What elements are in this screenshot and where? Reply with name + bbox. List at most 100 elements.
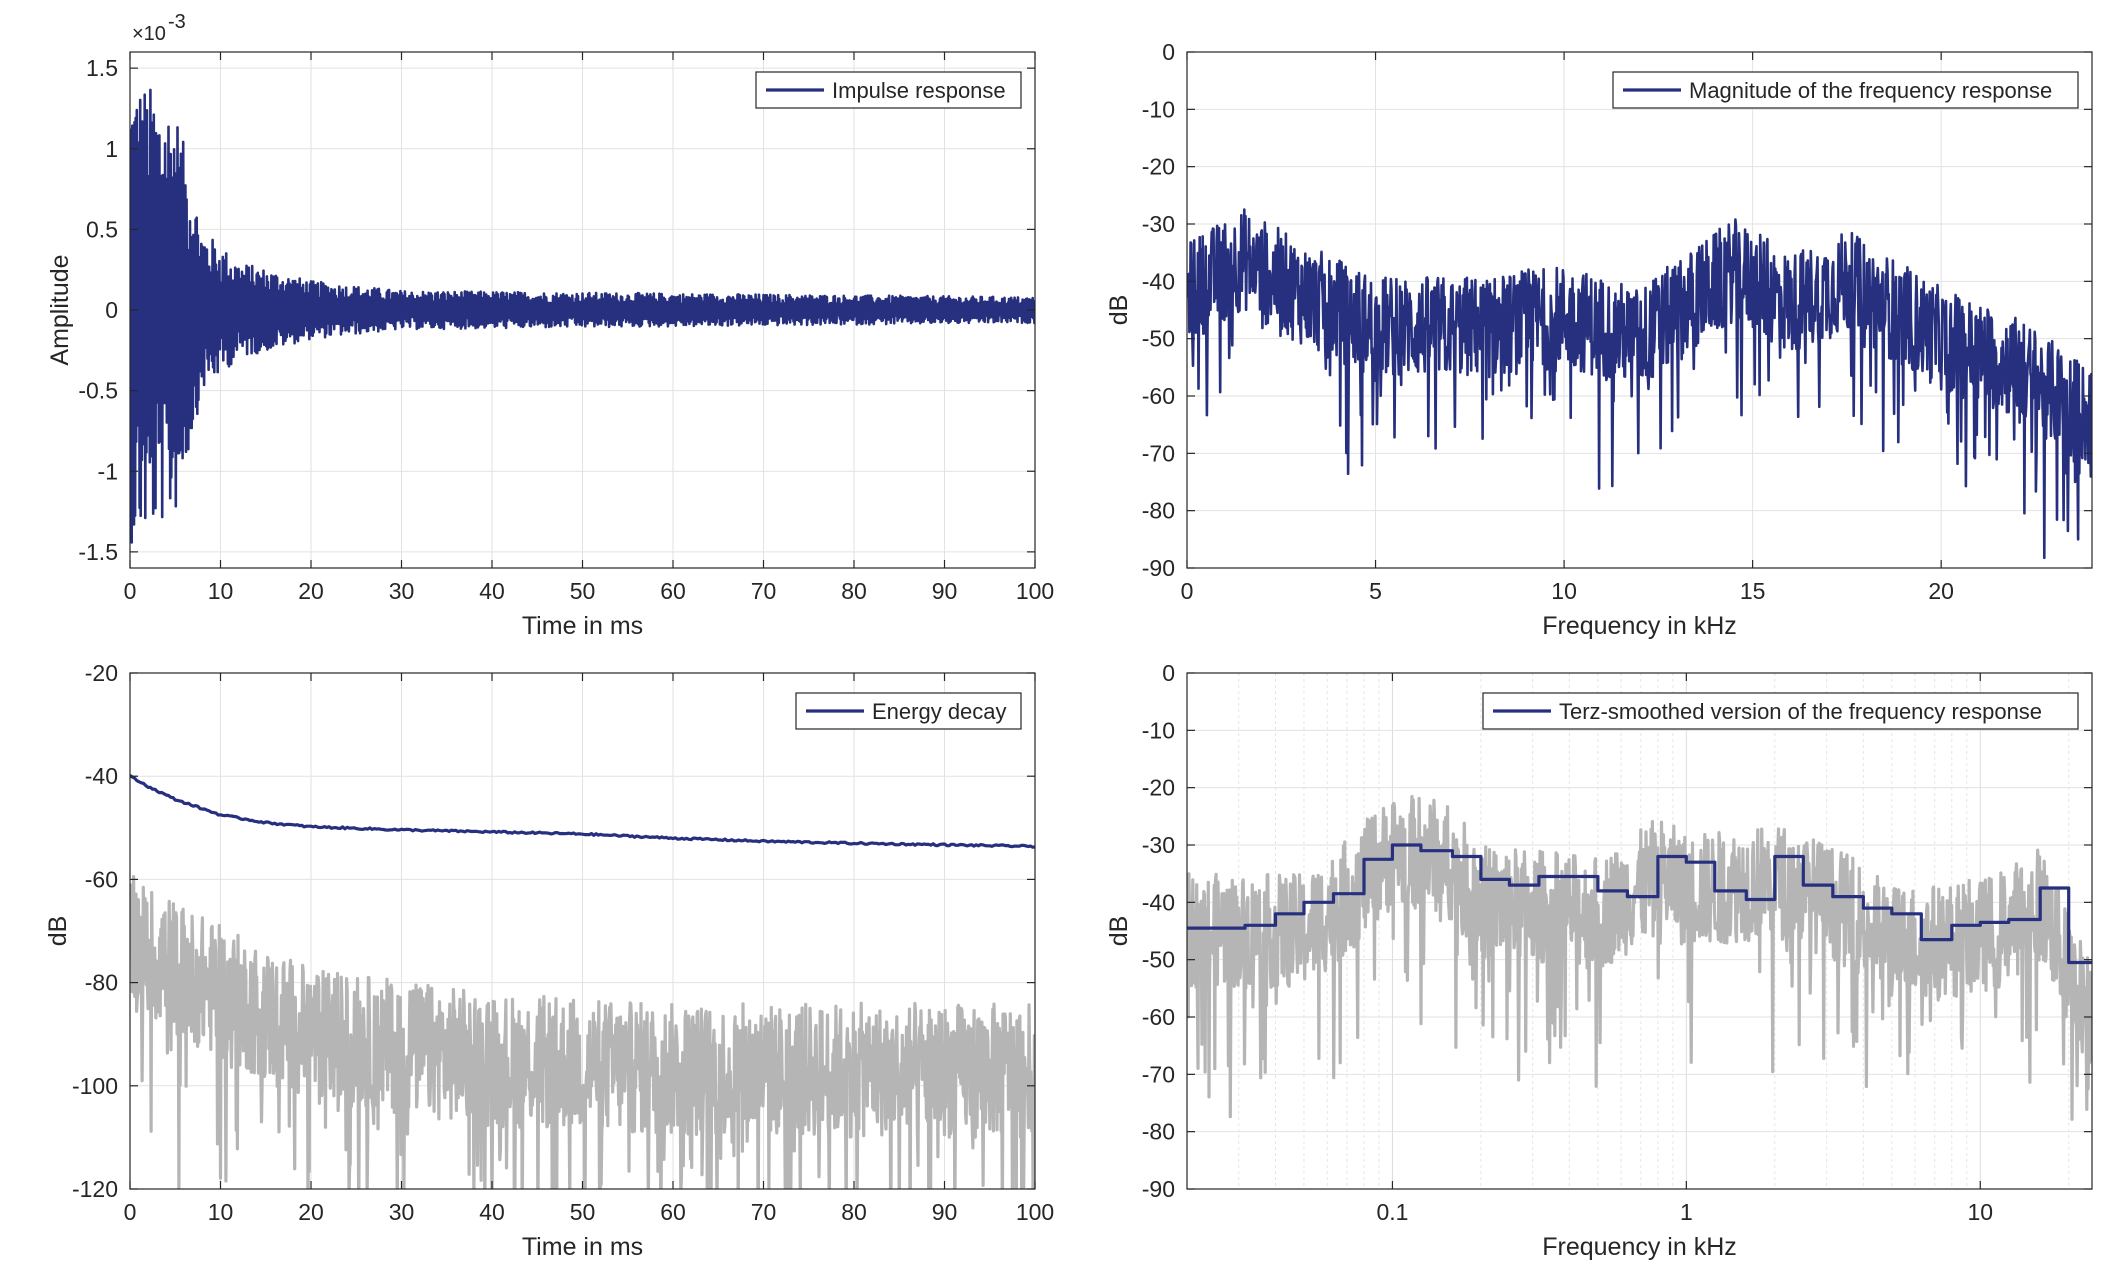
y-tick-label: -40 (1142, 268, 1175, 294)
series-line-impulse-response (130, 88, 1035, 544)
chart-magnitude: 0 5 10 15 20 0 -10 -20 -30 -40 -50 -60 -70 -80 -90 Freq… (1105, 39, 2093, 640)
y-tick-label: -1 (98, 458, 118, 484)
x-tick-label: 40 (479, 578, 505, 604)
y-tick-label: -20 (1142, 154, 1175, 180)
y-tick-label: 0 (105, 297, 118, 323)
x-tick-label: 50 (570, 578, 596, 604)
y-tick-label: -20 (1142, 775, 1175, 801)
x-axis-label: Time in ms (522, 1233, 643, 1261)
x-tick-label: 80 (841, 1199, 867, 1225)
x-tick-label: 20 (298, 578, 324, 604)
series-line-background (130, 875, 1035, 1189)
y-tick-label: -30 (1142, 832, 1175, 858)
y-tick-label: -50 (1142, 947, 1175, 973)
x-tick-label: 10 (208, 1199, 234, 1225)
x-tick-label: 0 (124, 1199, 137, 1225)
legend: Impulse response (755, 71, 1022, 109)
series-group (130, 774, 1035, 1189)
y-tick-label: 0 (1162, 660, 1175, 686)
y-tick-label: -1.5 (78, 539, 118, 565)
chart-terz: 0.1 1 10 0 -10 -20 -30 -40 -50 -60 -70 -80 -90 Freque… (1105, 660, 2093, 1261)
x-tick-label: 10 (1551, 578, 1577, 604)
series-line-background (1187, 795, 2092, 1121)
y-tick-label: -80 (1142, 1119, 1175, 1145)
y-tick-label: -50 (1142, 326, 1175, 352)
y-tick-label: -60 (85, 866, 118, 892)
y-tick-label: 1.5 (86, 55, 118, 81)
y-tick-label: 0 (1162, 39, 1175, 65)
legend-label: Impulse response (832, 78, 1006, 103)
x-tick-label: 100 (1016, 1199, 1054, 1225)
x-tick-label: 30 (389, 1199, 415, 1225)
x-tick-label: 15 (1740, 578, 1766, 604)
x-tick-label: 0.1 (1376, 1199, 1408, 1225)
y-tick-label: -20 (85, 660, 118, 686)
y-tick-label: -40 (85, 763, 118, 789)
series-group (130, 88, 1035, 544)
y-tick-label: -120 (72, 1176, 118, 1202)
x-tick-label: 90 (932, 578, 958, 604)
y-tick-label: -70 (1142, 440, 1175, 466)
legend: Magnitude of the frequency response (1612, 71, 2079, 109)
y-axis-label: dB (44, 916, 72, 947)
chart-impulse: 0 10 20 30 40 50 60 70 80 90 100 -1.5 -1 -0.5 0 0.5 1 1.5… (46, 11, 1054, 640)
legend-box (1612, 71, 2079, 109)
x-axis-label: Time in ms (522, 612, 643, 640)
x-axis-label: Frequency in kHz (1542, 612, 1737, 640)
series-line-terz-smoothed-version-of-the-frequency-response (1187, 843, 2092, 965)
y-exponent-power: -3 (168, 11, 186, 33)
y-tick-label: -80 (1142, 498, 1175, 524)
legend-label: Magnitude of the frequency response (1689, 78, 2052, 103)
y-tick-label: -100 (72, 1073, 118, 1099)
x-tick-label: 70 (751, 1199, 777, 1225)
legend-label: Energy decay (872, 699, 1007, 724)
chart-energy_decay: 0 10 20 30 40 50 60 70 80 90 100 -20 -40 -60 -80 -100 -1… (44, 660, 1054, 1261)
x-tick-label: 20 (298, 1199, 324, 1225)
y-axis-label: dB (1105, 916, 1133, 947)
x-tick-label: 80 (841, 578, 867, 604)
y-tick-label: -60 (1142, 1004, 1175, 1030)
axes-box (1186, 672, 2093, 1190)
x-tick-label: 1 (1680, 1199, 1693, 1225)
y-tick-label: -70 (1142, 1061, 1175, 1087)
series-line-energy-decay (130, 774, 1035, 849)
y-axis-label: Amplitude (46, 254, 74, 365)
x-tick-label: 0 (1181, 578, 1194, 604)
y-tick-label: -80 (85, 970, 118, 996)
x-tick-label: 30 (389, 578, 415, 604)
series-line-magnitude-of-the-frequency-response (1187, 208, 2092, 560)
x-tick-label: 0 (124, 578, 137, 604)
series-group (1187, 795, 2092, 1121)
y-tick-label: -10 (1142, 96, 1175, 122)
series-group (1187, 208, 2092, 560)
legend: Energy decay (795, 692, 1022, 730)
x-tick-label: 10 (208, 578, 234, 604)
x-tick-label: 70 (751, 578, 777, 604)
x-tick-label: 10 (1967, 1199, 1993, 1225)
y-tick-label: -0.5 (78, 378, 118, 404)
legend: Terz-smoothed version of the frequency r… (1482, 692, 2079, 730)
y-tick-label: -90 (1142, 555, 1175, 581)
y-tick-label: -10 (1142, 717, 1175, 743)
axes-box (1186, 51, 2093, 569)
y-tick-label: -30 (1142, 211, 1175, 237)
y-exponent-label: ×10 (132, 23, 166, 45)
x-tick-label: 5 (1369, 578, 1382, 604)
x-tick-label: 100 (1016, 578, 1054, 604)
x-axis-label: Frequency in kHz (1542, 1233, 1737, 1261)
y-axis-label: dB (1105, 295, 1133, 326)
y-tick-label: -90 (1142, 1176, 1175, 1202)
y-tick-label: 1 (105, 136, 118, 162)
x-tick-label: 40 (479, 1199, 505, 1225)
legend-label: Terz-smoothed version of the frequency r… (1559, 699, 2042, 724)
x-tick-label: 50 (570, 1199, 596, 1225)
y-tick-label: 0.5 (86, 216, 118, 242)
x-tick-label: 20 (1928, 578, 1954, 604)
x-tick-label: 90 (932, 1199, 958, 1225)
legend-box (1482, 692, 2079, 730)
x-tick-label: 60 (660, 1199, 686, 1225)
y-tick-label: -60 (1142, 383, 1175, 409)
x-tick-label: 60 (660, 578, 686, 604)
y-tick-label: -40 (1142, 889, 1175, 915)
